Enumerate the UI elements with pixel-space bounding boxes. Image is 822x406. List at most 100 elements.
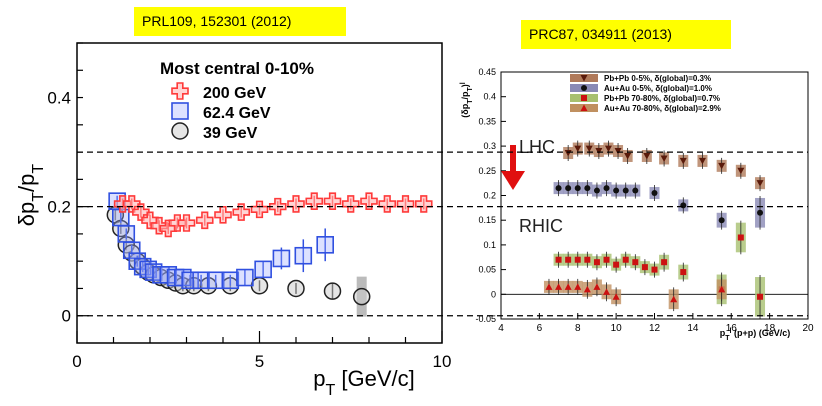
left-y-tick-label: 0: [62, 307, 71, 326]
pbpb-70-80-marker: [661, 259, 668, 266]
marker-62gev: [181, 271, 199, 290]
right-y-tick-label: 0.05: [478, 265, 496, 275]
left-axis-ticks: 0 5 10 0 0.2 0.4: [47, 42, 451, 371]
right-x-tick-label: 14: [687, 323, 699, 334]
right-legend-label-0: Pb+Pb 0-5%, δ(global)=0.3%: [604, 74, 711, 83]
right-y-tick-label: 0.3: [483, 141, 496, 151]
legend-marker-0: [171, 82, 189, 100]
pbpb-0-5-marker: [624, 152, 632, 160]
auau-0-5-marker: [574, 185, 581, 192]
auau-0-5-marker: [718, 217, 725, 224]
legend-label-2: 39 GeV: [203, 125, 258, 142]
auau-70-80-marker: [564, 283, 572, 290]
pbpb-0-5-marker: [595, 148, 603, 155]
auau-70-80-marker: [593, 283, 601, 290]
pbpb-70-80-marker: [574, 256, 581, 263]
pbpb-70-80-marker: [632, 259, 639, 266]
right-x-tick-label: 10: [611, 323, 623, 334]
marker-62gev: [206, 271, 225, 290]
pbpb-0-5-marker: [718, 162, 726, 170]
marker-200gev: [195, 211, 214, 230]
auau-0-5-marker: [565, 185, 572, 192]
right-x-tick-label: 6: [537, 323, 543, 334]
pbpb-0-5-marker: [574, 145, 582, 153]
left-x-tick-label: 5: [255, 352, 264, 371]
annotation-lhc: LHC: [519, 137, 555, 157]
pbpb-70-80-marker: [680, 269, 687, 276]
auau-0-5-marker: [584, 185, 591, 192]
left-y-tick-label: 0.4: [47, 89, 71, 108]
right-x-tick-label: 4: [498, 323, 504, 334]
auau-70-80-marker: [545, 283, 553, 290]
marker-200gev: [177, 214, 196, 232]
right-x-axis-label: pTl (p+p) (GeV/c): [720, 328, 791, 342]
auau-0-5-marker: [632, 187, 639, 194]
marker-200gev: [250, 200, 269, 219]
marker-200gev: [287, 195, 305, 213]
marker-200gev: [396, 195, 415, 213]
right-legend-marker-0: [580, 75, 588, 82]
left-legend-title: Most central 0-10%: [160, 59, 314, 78]
pbpb-70-80-marker: [757, 293, 764, 300]
right-legend-marker-2: [581, 95, 587, 101]
auau-0-5-marker: [603, 185, 610, 192]
marker-62gev: [236, 268, 254, 287]
pbpb-0-5-marker: [660, 155, 668, 162]
right-y-tick-label: 0: [491, 289, 496, 299]
pbpb-0-5-marker: [643, 152, 651, 160]
pbpb-70-80-marker: [641, 264, 648, 271]
right-legend-marker-3: [580, 104, 588, 111]
pbpb-70-80-marker: [613, 261, 620, 268]
right-data-marks: [543, 140, 766, 319]
auau-0-5-marker: [680, 202, 687, 209]
auau-0-5-marker: [555, 185, 562, 192]
auau-0-5-marker: [613, 187, 620, 194]
annotation-rhic: RHIC: [519, 216, 563, 236]
pbpb-0-5-marker: [585, 145, 593, 153]
auau-70-80-marker: [670, 295, 678, 303]
marker-62gev: [117, 225, 136, 243]
auau-70-80-marker: [603, 288, 611, 295]
marker-62gev: [133, 257, 152, 276]
marker-200gev: [323, 192, 342, 210]
right-y-tick-label: 0.1: [483, 240, 496, 250]
right-x-tick-label: 20: [802, 323, 814, 334]
auau-0-5-marker: [651, 190, 658, 197]
right-legend-label-1: Au+Au 0-5%, δ(global)=1.0%: [604, 84, 712, 93]
marker-62gev: [316, 236, 335, 254]
right-y-tick-label: 0.35: [478, 116, 496, 126]
pbpb-70-80-marker: [622, 256, 629, 263]
marker-200gev: [414, 195, 433, 213]
left-x-axis-label: pT [GeV/c]: [313, 366, 415, 399]
marker-62gev: [221, 271, 240, 290]
legend-label-0: 200 GeV: [203, 85, 266, 102]
marker-62gev: [122, 241, 141, 260]
left-legend: Most central 0-10% 200 GeV 62.4 GeV 39 GeV: [160, 59, 314, 142]
right-y-axis-label: (δpT/pT)l: [460, 82, 474, 118]
right-x-tick-label: 16: [726, 323, 738, 334]
right-x-tick-label: 18: [764, 323, 776, 334]
pbpb-0-5-marker: [698, 157, 706, 165]
auau-0-5-marker: [593, 187, 600, 194]
left-x-tick-label: 0: [72, 352, 81, 371]
right-x-tick-label: 12: [649, 323, 661, 334]
marker-62gev: [294, 246, 313, 265]
right-legend-label-3: Au+Au 70-80%, δ(global)=2.9%: [604, 104, 721, 113]
auau-70-80-marker: [574, 283, 582, 290]
marker-39gev: [287, 279, 305, 298]
marker-39gev: [352, 287, 371, 306]
pbpb-70-80-marker: [651, 266, 658, 273]
marker-200gev: [150, 216, 168, 235]
dashed-reference-lines: [77, 151, 808, 317]
pbpb-70-80-marker: [555, 256, 562, 263]
auau-0-5-marker: [757, 209, 764, 216]
left-data-marks: [106, 192, 433, 317]
marker-200gev: [360, 192, 378, 210]
right-y-tick-label: 0.15: [478, 215, 496, 225]
right-x-tick-label: 8: [575, 323, 581, 334]
pbpb-70-80-marker: [565, 256, 572, 263]
marker-200gev: [232, 203, 251, 221]
auau-70-80-marker: [583, 285, 591, 293]
right-y-tick-label: 0.45: [478, 67, 496, 77]
